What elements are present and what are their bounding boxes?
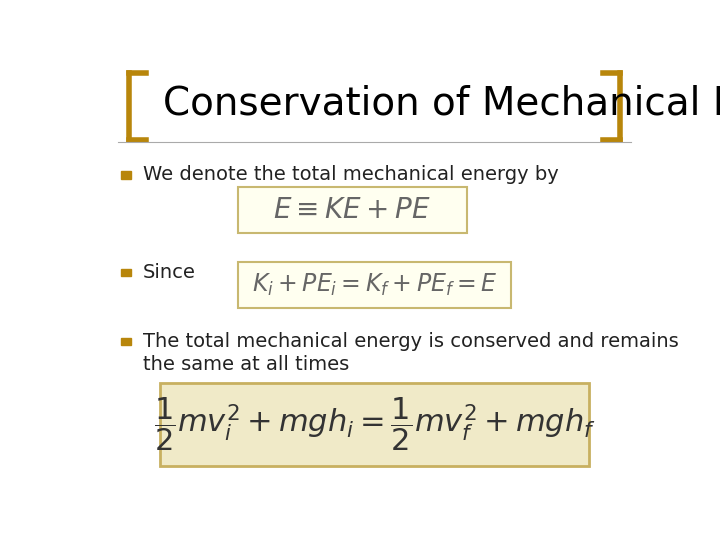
Bar [121, 171, 131, 179]
Text: The total mechanical energy is conserved and remains: The total mechanical energy is conserved… [143, 332, 679, 351]
FancyBboxPatch shape [160, 383, 590, 466]
Text: Since: Since [143, 263, 196, 282]
Text: the same at all times: the same at all times [143, 355, 349, 374]
Bar [121, 269, 131, 276]
Text: Conservation of Mechanical Energy: Conservation of Mechanical Energy [163, 85, 720, 123]
Bar [121, 338, 131, 345]
Text: $E \equiv KE + PE$: $E \equiv KE + PE$ [274, 197, 431, 224]
Text: We denote the total mechanical energy by: We denote the total mechanical energy by [143, 165, 559, 185]
Text: $\dfrac{1}{2}mv_i^2 + mgh_i = \dfrac{1}{2}mv_f^2 + mgh_f$: $\dfrac{1}{2}mv_i^2 + mgh_i = \dfrac{1}{… [153, 396, 595, 453]
Text: $K_i + PE_i = K_f + PE_f = E$: $K_i + PE_i = K_f + PE_f = E$ [252, 272, 498, 298]
FancyBboxPatch shape [238, 262, 511, 308]
FancyBboxPatch shape [238, 187, 467, 233]
